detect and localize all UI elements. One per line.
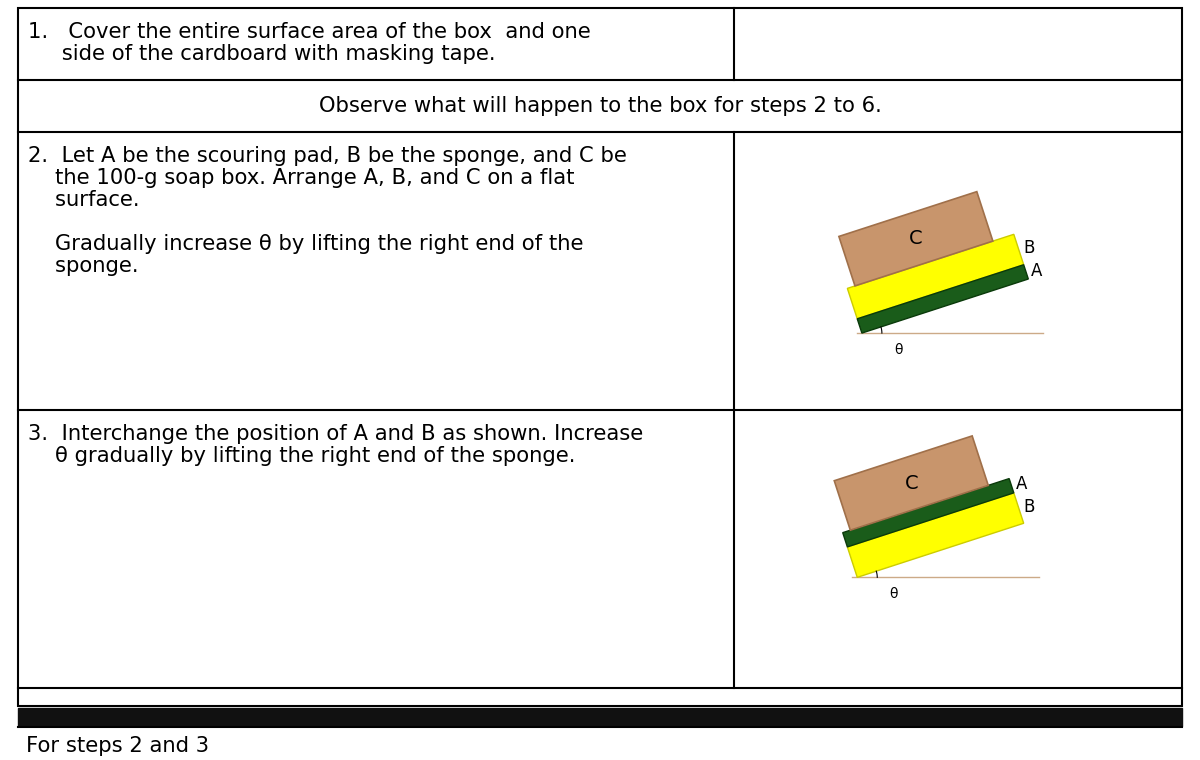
Bar	[18, 708, 1182, 726]
Text: θ: θ	[894, 343, 902, 357]
Polygon shape	[847, 234, 1024, 318]
Polygon shape	[842, 479, 1014, 547]
Text: the 100-g soap box. Arrange A, B, and C on a flat: the 100-g soap box. Arrange A, B, and C …	[28, 168, 575, 188]
Text: For steps 2 and 3: For steps 2 and 3	[26, 736, 209, 756]
Text: 1.   Cover the entire surface area of the box  and one: 1. Cover the entire surface area of the …	[28, 22, 590, 42]
Text: C: C	[910, 230, 923, 249]
Polygon shape	[857, 264, 1028, 333]
Text: C: C	[905, 473, 918, 492]
Text: A: A	[1031, 261, 1042, 280]
Text: θ: θ	[889, 587, 898, 601]
Text: A: A	[1016, 476, 1027, 493]
Text: B: B	[1024, 498, 1034, 516]
Text: surface.: surface.	[28, 190, 139, 210]
Text: 2.  Let A be the scouring pad, B be the sponge, and C be: 2. Let A be the scouring pad, B be the s…	[28, 146, 626, 166]
Text: Gradually increase θ by lifting the right end of the: Gradually increase θ by lifting the righ…	[28, 234, 583, 254]
Text: 3.  Interchange the position of A and B as shown. Increase: 3. Interchange the position of A and B a…	[28, 424, 643, 444]
Polygon shape	[839, 192, 992, 286]
Text: Observe what will happen to the box for steps 2 to 6.: Observe what will happen to the box for …	[319, 96, 881, 116]
Polygon shape	[834, 436, 989, 530]
Text: side of the cardboard with masking tape.: side of the cardboard with masking tape.	[28, 44, 496, 64]
Text: B: B	[1024, 239, 1034, 258]
Text: sponge.: sponge.	[28, 256, 138, 276]
Polygon shape	[847, 492, 1024, 578]
Text: θ gradually by lifting the right end of the sponge.: θ gradually by lifting the right end of …	[28, 446, 575, 466]
